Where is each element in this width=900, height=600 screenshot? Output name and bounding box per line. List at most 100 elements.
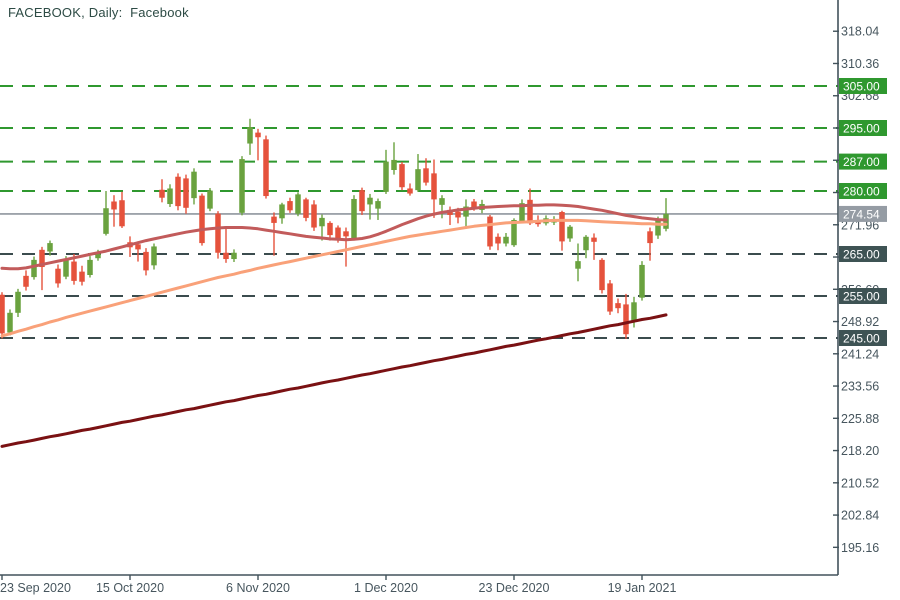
candle-body	[303, 199, 309, 218]
y-axis-label: 218.20	[841, 444, 879, 458]
candle-body	[39, 249, 45, 268]
y-axis-label: 195.16	[841, 541, 879, 555]
candle-bullish	[279, 202, 285, 224]
candle-body	[295, 194, 301, 214]
candle-body	[591, 237, 597, 242]
candle-body	[335, 227, 341, 239]
candle-bullish	[463, 199, 469, 229]
candle-body	[383, 161, 389, 192]
candle-body	[439, 198, 445, 205]
candle-body	[175, 176, 181, 207]
y-axis-label: 202.84	[841, 509, 879, 523]
candle-bearish	[407, 183, 413, 196]
candle-bearish	[495, 233, 501, 251]
candle-bearish	[263, 135, 269, 199]
candle-body	[575, 261, 581, 269]
candle-bearish	[79, 265, 85, 286]
candle-bullish	[567, 225, 573, 242]
x-axis-label: 15 Oct 2020	[96, 581, 164, 595]
ma-long-line	[0, 313, 668, 448]
candle-body	[375, 201, 381, 209]
candle-body	[71, 261, 77, 281]
candle-bearish	[399, 162, 405, 191]
candle-body	[95, 254, 101, 259]
price-badge-resistance: 280.00	[839, 183, 887, 199]
price-level-lines	[0, 85, 838, 339]
candle-body	[311, 204, 317, 228]
candle-body	[63, 259, 69, 277]
candle-bearish	[143, 248, 149, 276]
candle-body	[23, 275, 29, 287]
candle-bullish	[391, 142, 397, 175]
candle-body	[111, 201, 117, 210]
candle-body	[47, 243, 53, 252]
candle-bearish	[343, 227, 349, 267]
candle-bearish	[159, 179, 165, 203]
candle-bearish	[559, 210, 565, 251]
candle-bullish	[167, 184, 173, 207]
candle-bearish	[183, 174, 189, 214]
badge-box	[839, 120, 887, 136]
badge-box	[839, 78, 887, 94]
ma-slow-line	[0, 218, 668, 338]
price-badge-resistance: 287.00	[839, 153, 887, 170]
candle-bearish	[311, 200, 317, 231]
candle-body	[351, 198, 357, 239]
candle-body	[263, 139, 269, 197]
candle-bearish	[199, 193, 205, 246]
candle-bearish	[423, 158, 429, 186]
candle-body	[615, 303, 621, 309]
candle-bullish	[191, 168, 197, 205]
candle-bullish	[375, 198, 381, 220]
candle-body	[327, 222, 333, 236]
candle-body	[0, 294, 5, 334]
candle-body	[151, 246, 157, 266]
candle-body	[359, 190, 365, 212]
badge-label: 255.00	[843, 290, 880, 304]
candle-bearish	[0, 292, 5, 339]
candle-body	[103, 208, 109, 234]
candle-bullish	[207, 188, 213, 212]
ma-mid-line	[0, 203, 668, 271]
candle-bearish	[591, 233, 597, 260]
candle-body	[391, 159, 397, 170]
candle-bullish	[231, 249, 237, 262]
x-axis-label: 6 Nov 2020	[226, 581, 290, 595]
badge-box	[839, 288, 887, 304]
candle-bearish	[303, 197, 309, 222]
candle-body	[31, 259, 37, 278]
candle-bullish	[103, 191, 109, 236]
x-axis-label: 1 Dec 2020	[354, 581, 418, 595]
candle-body	[279, 204, 285, 219]
candle-bullish	[383, 149, 389, 194]
candle-body	[119, 200, 125, 227]
candle-body	[399, 164, 405, 188]
candle-body	[231, 252, 237, 260]
candle-body	[471, 201, 477, 209]
candle-body	[599, 259, 605, 291]
candle-bearish	[327, 221, 333, 241]
candle-body	[559, 212, 565, 242]
candle-body	[223, 252, 229, 260]
candle-body	[463, 206, 469, 217]
candle-body	[415, 169, 421, 191]
candle-body	[503, 236, 509, 244]
candle-body	[191, 171, 197, 199]
badge-label: 265.00	[843, 248, 880, 262]
candle-bearish	[623, 293, 629, 339]
candle-body	[647, 231, 653, 244]
candle-bullish	[319, 214, 325, 241]
badge-label: 295.00	[843, 122, 880, 136]
price-badge-support: 255.00	[839, 288, 887, 304]
y-axis-label: 233.56	[841, 380, 879, 394]
y-axis-label: 310.36	[841, 57, 879, 71]
candle-body	[135, 244, 141, 250]
candle-bullish	[439, 195, 445, 219]
badge-label: 245.00	[843, 332, 880, 346]
y-axis-label: 210.52	[841, 476, 879, 490]
x-axis-labels: 23 Sep 2020 15 Oct 2020 6 Nov 2020 1 Dec 20…	[0, 575, 676, 595]
candle-bearish	[647, 227, 653, 261]
candle-bearish	[599, 258, 605, 294]
candle-bullish	[575, 243, 581, 282]
